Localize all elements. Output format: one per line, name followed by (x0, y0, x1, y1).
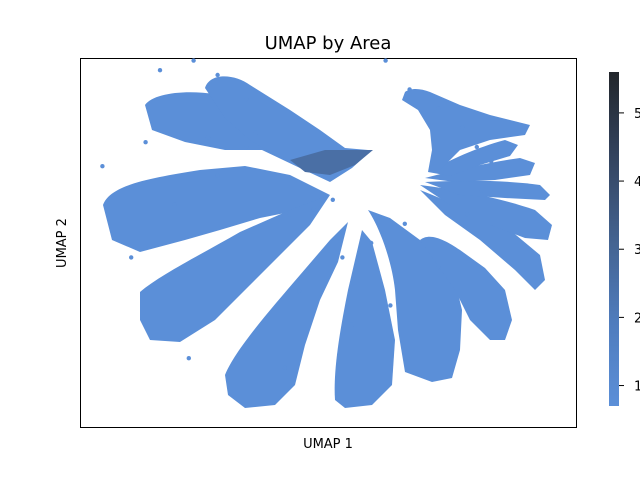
colorbar-tick-label: 2 (634, 311, 640, 326)
cluster-lobe-bottom-left (225, 222, 348, 408)
x-axis-label: UMAP 1 (303, 437, 353, 452)
colorbar-tick-label: 3 (634, 243, 640, 258)
scatter-point (258, 250, 263, 255)
scatter-point (253, 130, 259, 135)
scatter-point (143, 140, 148, 145)
scatter-point (287, 212, 292, 217)
scatter-point (244, 96, 249, 102)
scatter-point (215, 72, 220, 78)
chart-title: UMAP by Area (265, 33, 392, 54)
scatter-point (157, 68, 163, 73)
scatter-point (220, 303, 225, 308)
colorbar (609, 72, 619, 406)
cluster-lobe-left-lower (140, 195, 330, 342)
colorbar-tick-label: 4 (634, 175, 640, 190)
scatter-point (402, 221, 407, 226)
scatter-point (349, 322, 355, 327)
scatter-point (215, 173, 220, 178)
cluster-lobe-left (103, 166, 330, 252)
scatter-point (388, 303, 393, 308)
scatter-point (436, 264, 441, 270)
cluster-lobe-bottom-mid (334, 230, 395, 408)
scatter-point (129, 255, 134, 260)
scatter-point (172, 202, 177, 207)
colorbar-tick-label: 1 (634, 380, 640, 395)
colorbar-tick-label: 5 (634, 107, 640, 122)
cluster-dense-core (290, 150, 373, 175)
scatter-point (460, 125, 465, 130)
scatter-point (436, 106, 441, 111)
cluster-lobe-right-4 (425, 158, 535, 182)
scatter-point (297, 288, 302, 294)
scatter-point (311, 207, 316, 212)
scatter-point (186, 356, 191, 361)
scatter-point (330, 197, 335, 202)
cluster-lobe-right-2 (420, 185, 552, 240)
scatter-point (383, 58, 388, 63)
colorbar-ticks: 1 2 3 4 5 (619, 107, 640, 395)
cluster-lobe-right-fan (402, 89, 530, 172)
scatter-point (407, 87, 412, 92)
cluster-lobe-bottom-right-2 (420, 236, 512, 340)
scatter-point (191, 58, 196, 63)
scatter-point (340, 255, 345, 260)
scatter-point (474, 144, 479, 150)
scatter-points (100, 58, 494, 370)
scatter-point (479, 188, 484, 193)
scatter-point (489, 159, 494, 164)
scatter-point (100, 164, 105, 169)
scatter-point (282, 365, 287, 370)
y-axis-label: UMAP 2 (55, 218, 70, 268)
cluster-lobe-right-5 (428, 140, 518, 176)
scatter-point (369, 240, 374, 246)
scatter-point (205, 135, 211, 140)
cluster-lobe-right-3 (425, 180, 550, 200)
scatter-point (244, 144, 249, 150)
scatter-point (465, 212, 470, 217)
cluster-lobe-right-1 (420, 190, 545, 290)
